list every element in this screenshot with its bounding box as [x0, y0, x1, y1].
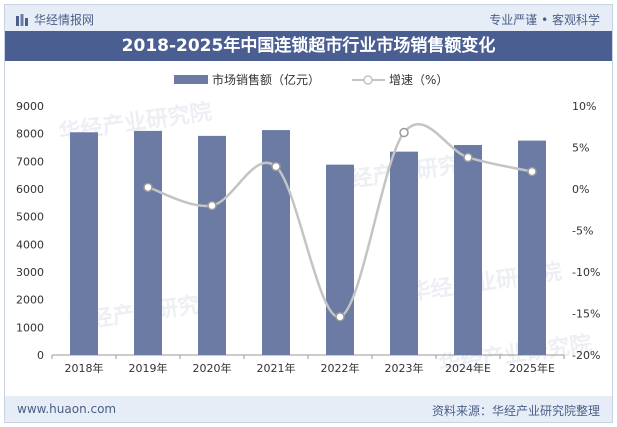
chart-title: 2018-2025年中国连锁超市行业市场销售额变化: [5, 31, 612, 61]
data-source: 资料来源：华经产业研究院整理: [431, 404, 600, 418]
bar: [326, 164, 354, 355]
y-left-tick-label: 7000: [16, 155, 44, 168]
growth-point: [335, 312, 345, 322]
bar: [198, 135, 226, 355]
bar: [70, 132, 98, 355]
y-left-tick-label: 6000: [16, 183, 44, 196]
bar: [390, 151, 418, 355]
growth-point: [143, 182, 153, 193]
x-tick-label: 2025年E: [509, 361, 555, 375]
x-tick-label: 2022年: [321, 361, 360, 375]
growth-point: [271, 161, 281, 172]
growth-point: [463, 152, 473, 163]
y-left-tick-label: 9000: [16, 100, 44, 113]
y-right-tick-label: 0%: [572, 183, 589, 196]
plot-area: 0 1000 2000 3000 4000 5000 6000 7000 8000 9000 -20…: [16, 100, 600, 375]
x-tick-label: 2021年: [257, 361, 296, 375]
brand: 华经情报网: [15, 11, 94, 28]
x-tick-label: 2018年: [65, 361, 104, 375]
legend-swatch-marker: [363, 75, 373, 85]
legend-label-sales: 市场销售额（亿元）: [212, 72, 320, 87]
growth-point: [399, 127, 409, 138]
brand-name: 华经情报网: [34, 13, 95, 27]
site-url: www.huaon.com: [17, 402, 117, 416]
y-left-tick-label: 4000: [16, 238, 44, 251]
bar: [454, 145, 482, 355]
y-left-tick-label: 8000: [16, 128, 44, 141]
legend-label-growth: 增速（%）: [389, 73, 448, 87]
legend: 市场销售额（亿元） 增速（%）: [174, 72, 448, 87]
legend-swatch-bar: [174, 75, 208, 84]
y-right-tick-label: 5%: [572, 142, 589, 155]
y-left-tick-label: 3000: [16, 266, 44, 279]
x-tick-label: 2023年: [385, 361, 424, 375]
y-left-tick-label: 5000: [16, 211, 44, 224]
header-bar: 华经情报网 专业严谨 • 客观科学: [5, 5, 612, 31]
y-right-tick-label: -20%: [572, 349, 600, 362]
y-left-tick-label: 2000: [16, 294, 44, 307]
tagline: 专业严谨 • 客观科学: [489, 13, 600, 27]
y-right-tick-label: -15%: [572, 308, 600, 321]
chart-frame: [4, 4, 613, 423]
y-left-tick-label: 0: [37, 349, 44, 362]
x-tick-label: 2019年: [129, 361, 168, 375]
y-right-tick-label: -10%: [572, 266, 600, 279]
growth-point: [207, 200, 217, 211]
footer-bar: www.huaon.com 资料来源：华经产业研究院整理: [5, 396, 612, 422]
y-right-tick-label: -5%: [572, 225, 593, 238]
brand-logo-icon: [16, 13, 28, 26]
growth-point: [527, 166, 537, 177]
y-left-tick-label: 1000: [16, 321, 44, 334]
x-tick-label: 2024年E: [445, 361, 491, 375]
bar: [134, 130, 162, 355]
y-right-tick-label: 10%: [572, 100, 596, 113]
x-tick-label: 2020年: [193, 361, 232, 375]
